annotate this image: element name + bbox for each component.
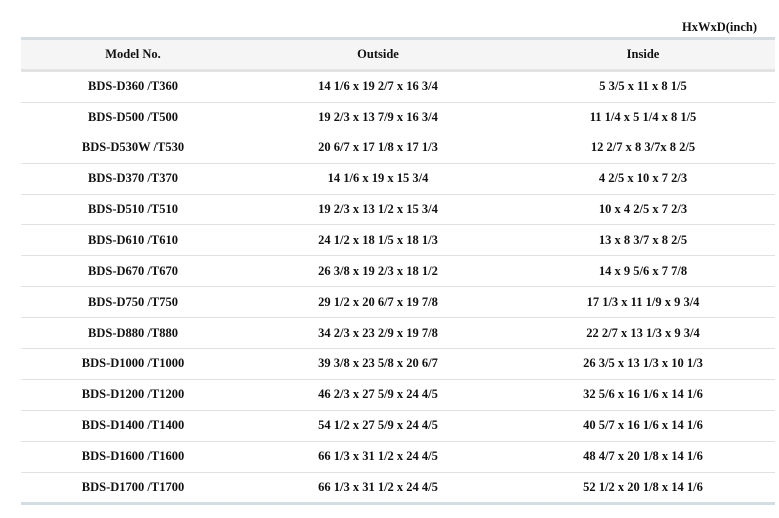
cell-inside: 26 3/5 x 13 1/3 x 10 1/3 <box>511 348 775 380</box>
cell-model: BDS-D360 /T360 <box>21 70 245 103</box>
cell-model: BDS-D510 /T510 <box>21 194 245 226</box>
header-model: Model No. <box>105 47 161 61</box>
cell-outside: 46 2/3 x 27 5/9 x 24 4/5 <box>245 379 511 411</box>
table-row: BDS-D500 /T500 19 2/3 x 13 7/9 x 16 3/4 11… <box>21 102 775 132</box>
cell-inside: 14 x 9 5/6 x 7 7/8 <box>511 255 775 288</box>
cell-model: BDS-D1400 /T1400 <box>21 410 245 442</box>
header-inside: Inside <box>626 47 660 61</box>
cell-outside: 20 6/7 x 17 1/8 x 17 1/3 <box>245 132 511 164</box>
cell-inside: 22 2/7 x 13 1/3 x 9 3/4 <box>511 317 775 350</box>
cell-model: BDS-D1200 /T1200 <box>21 379 245 411</box>
cell-model: BDS-D670 /T670 <box>21 255 245 288</box>
cell-outside: 29 1/2 x 20 6/7 x 19 7/8 <box>245 286 511 319</box>
cell-inside: 11 1/4 x 5 1/4 x 8 1/5 <box>589 110 697 125</box>
cell-outside: 26 3/8 x 19 2/3 x 18 1/2 <box>245 255 511 288</box>
cell-outside: 66 1/3 x 31 1/2 x 24 4/5 <box>245 441 511 473</box>
cell-outside: 14 1/6 x 19 x 15 3/4 <box>245 163 511 195</box>
cell-inside: 4 2/5 x 10 x 7 2/3 <box>511 163 775 195</box>
cell-outside: 34 2/3 x 23 2/9 x 19 7/8 <box>245 317 511 350</box>
table-row: BDS-D370 /T370 14 1/6 x 19 x 15 3/4 4 2/5 … <box>21 163 775 195</box>
table-row: BDS-D1000 /T1000 39 3/8 x 23 5/8 x 20 6/7… <box>21 348 775 380</box>
cell-model: BDS-D500 /T500 <box>88 110 178 125</box>
table-row: BDS-D750 /T750 29 1/2 x 20 6/7 x 19 7/8 17… <box>21 286 775 319</box>
cell-model: BDS-D1600 /T1600 <box>21 441 245 473</box>
dimensions-table: Model No. Outside Inside BDS-D360 /T360 1… <box>21 37 775 506</box>
cell-model: BDS-D880 /T880 <box>21 317 245 350</box>
cell-inside: 17 1/3 x 11 1/9 x 9 3/4 <box>511 286 775 319</box>
cell-outside: 14 1/6 x 19 2/7 x 16 3/4 <box>245 70 511 103</box>
cell-inside: 40 5/7 x 16 1/6 x 14 1/6 <box>511 410 775 442</box>
cell-outside: 39 3/8 x 23 5/8 x 20 6/7 <box>245 348 511 380</box>
table-row: BDS-D610 /T610 24 1/2 x 18 1/5 x 18 1/3 13… <box>21 224 775 257</box>
cell-outside: 24 1/2 x 18 1/5 x 18 1/3 <box>245 224 511 257</box>
cell-model: BDS-D610 /T610 <box>21 224 245 257</box>
cell-outside: 19 2/3 x 13 1/2 x 15 3/4 <box>245 194 511 226</box>
cell-inside: 12 2/7 x 8 3/7x 8 2/5 <box>511 132 775 164</box>
cell-model: BDS-D370 /T370 <box>21 163 245 195</box>
cell-model: BDS-D1000 /T1000 <box>21 348 245 380</box>
table-row: BDS-D510 /T510 19 2/3 x 13 1/2 x 15 3/4 10… <box>21 194 775 226</box>
cell-model: BDS-D530W /T530 <box>21 132 245 164</box>
table-row: BDS-D880 /T880 34 2/3 x 23 2/9 x 19 7/8 22… <box>21 317 775 350</box>
cell-outside: 66 1/3 x 31 1/2 x 24 4/5 <box>245 472 511 506</box>
cell-inside: 13 x 8 3/7 x 8 2/5 <box>511 224 775 257</box>
table-row: BDS-D1400 /T1400 54 1/2 x 27 5/9 x 24 4/5… <box>21 410 775 442</box>
table-row: BDS-D670 /T670 26 3/8 x 19 2/3 x 18 1/2 14… <box>21 255 775 288</box>
table-row: BDS-D1200 /T1200 46 2/3 x 27 5/9 x 24 4/5… <box>21 379 775 411</box>
header-outside: Outside <box>357 47 399 61</box>
cell-inside: 32 5/6 x 16 1/6 x 14 1/6 <box>511 379 775 411</box>
cell-inside: 48 4/7 x 20 1/8 x 14 1/6 <box>511 441 775 473</box>
unit-label: HxWxD(inch) <box>682 20 757 34</box>
table-row: BDS-D1700 /T1700 66 1/3 x 31 1/2 x 24 4/5… <box>21 472 775 506</box>
table-row: BDS-D1600 /T1600 66 1/3 x 31 1/2 x 24 4/5… <box>21 441 775 473</box>
cell-inside: 52 1/2 x 20 1/8 x 14 1/6 <box>511 472 775 506</box>
cell-model: BDS-D750 /T750 <box>21 286 245 319</box>
table-header-row: Model No. Outside Inside <box>21 38 775 71</box>
cell-inside: 5 3/5 x 11 x 8 1/5 <box>511 70 775 103</box>
table-row: BDS-D360 /T360 14 1/6 x 19 2/7 x 16 3/4 5 … <box>21 70 775 103</box>
cell-outside: 19 2/3 x 13 7/9 x 16 3/4 <box>318 110 438 125</box>
cell-outside: 54 1/2 x 27 5/9 x 24 4/5 <box>245 410 511 442</box>
table-row: BDS-D530W /T530 20 6/7 x 17 1/8 x 17 1/3 1… <box>21 132 775 164</box>
cell-inside: 10 x 4 2/5 x 7 2/3 <box>511 194 775 226</box>
cell-model: BDS-D1700 /T1700 <box>21 472 245 506</box>
